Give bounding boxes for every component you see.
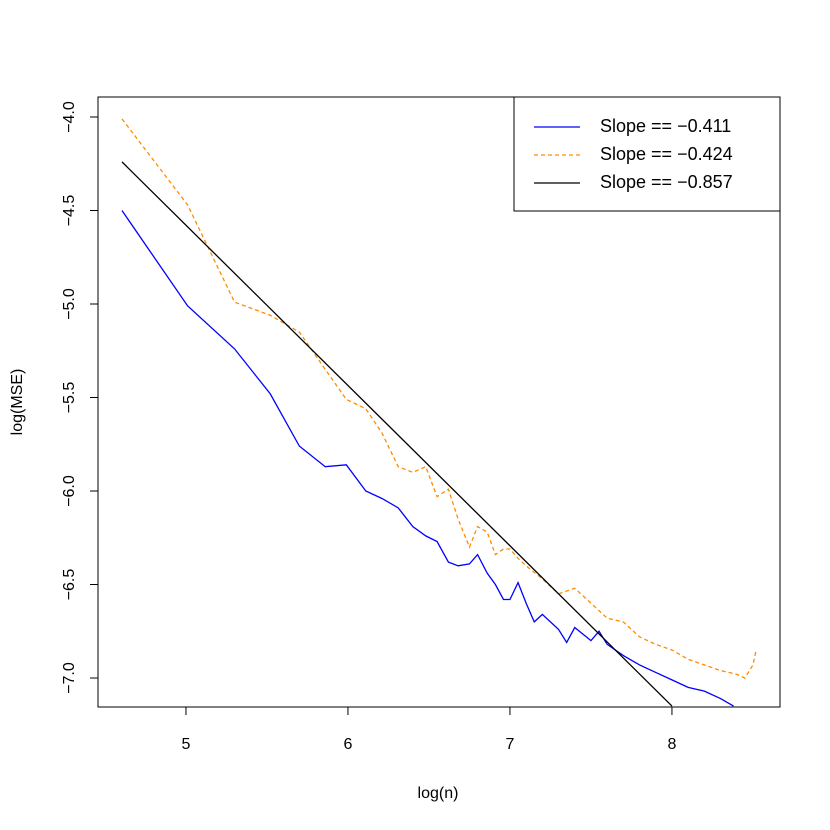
plot-area	[121, 118, 757, 707]
series-line	[121, 161, 673, 707]
y-tick-label: −6.0	[61, 475, 78, 507]
y-tick-label: −5.5	[61, 382, 78, 414]
x-tick-label: 8	[667, 736, 676, 753]
y-tick-label: −4.5	[61, 195, 78, 227]
y-tick-label: −5.0	[61, 288, 78, 320]
series-line	[121, 118, 757, 679]
legend-box	[513, 96, 781, 212]
y-tick-label: −4.0	[61, 101, 78, 133]
x-tick-label: 5	[182, 736, 191, 753]
x-axis-label: log(n)	[418, 785, 459, 802]
y-axis-label: log(MSE)	[9, 369, 26, 436]
legend-label: Slope == −0.857	[600, 172, 733, 192]
legend-label: Slope == −0.424	[600, 144, 733, 164]
series-line	[121, 210, 734, 707]
y-tick-label: −6.5	[61, 569, 78, 601]
x-tick-label: 7	[506, 736, 515, 753]
y-tick-label: −7.0	[61, 662, 78, 694]
legend-label: Slope == −0.411	[600, 116, 731, 136]
x-tick-label: 6	[344, 736, 353, 753]
